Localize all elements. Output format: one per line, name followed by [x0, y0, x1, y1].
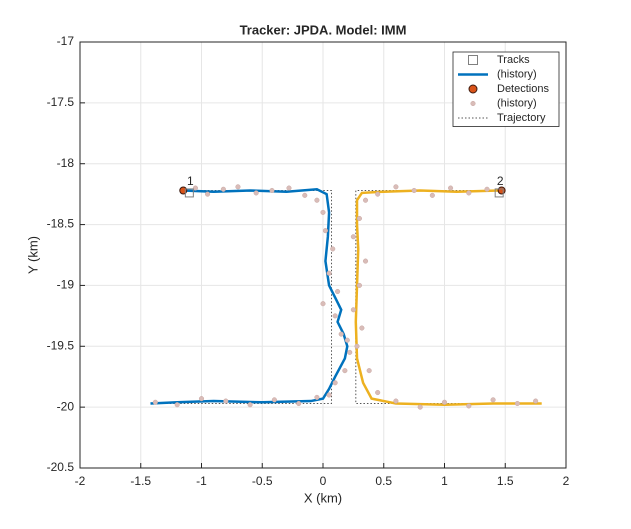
- detection-history: [253, 190, 259, 196]
- detection-history: [247, 402, 253, 408]
- detection-history: [466, 190, 472, 196]
- axes-box: [79, 41, 567, 469]
- detection-history: [314, 394, 320, 400]
- detection-history: [393, 184, 399, 190]
- detection-history: [269, 187, 275, 194]
- detection-history: [205, 191, 211, 197]
- detection-history: [174, 402, 180, 408]
- detection-history: [429, 192, 435, 198]
- x-tick-label: -1.5: [130, 474, 151, 488]
- detection-history: [220, 186, 226, 192]
- detection-history: [271, 397, 277, 403]
- detection-history: [152, 399, 158, 405]
- x-tick-label: 2: [563, 474, 570, 488]
- x-axis-label: X (km): [304, 490, 342, 505]
- legend-label: (history): [497, 68, 537, 80]
- track-marker: [494, 188, 504, 198]
- legend-symbol: [470, 100, 476, 107]
- x-tick-label: 1: [441, 474, 448, 488]
- detection-history: [302, 192, 308, 198]
- detection-history: [362, 197, 369, 203]
- detection-history: [362, 258, 369, 264]
- legend-label: Tracks: [497, 54, 530, 66]
- detection-history: [332, 313, 338, 319]
- detection-history: [198, 396, 205, 402]
- legend-symbol: [468, 84, 478, 94]
- detection-history: [366, 368, 372, 374]
- detection-history: [320, 209, 326, 215]
- y-tick-label: -17: [57, 34, 75, 48]
- detection-history: [320, 301, 326, 307]
- detection-history: [375, 191, 381, 197]
- y-tick-label: -17.5: [47, 95, 75, 109]
- detection-history: [356, 282, 363, 288]
- track-history-line: [150, 188, 349, 405]
- detection-history: [484, 186, 490, 192]
- x-tick-label: 0: [320, 474, 327, 488]
- detection-history: [344, 337, 350, 343]
- y-tick-label: -18: [57, 156, 75, 170]
- detection-history: [375, 389, 381, 396]
- detection-history: [192, 185, 198, 191]
- detection-history: [441, 399, 448, 405]
- track-marker: [184, 188, 194, 198]
- x-tick-label: 0.5: [375, 474, 392, 488]
- detection-history: [514, 400, 520, 407]
- detection-history: [286, 185, 292, 191]
- x-tick-label: 1.5: [497, 474, 514, 488]
- y-tick-label: -19.5: [47, 338, 75, 352]
- y-tick-label: -20.5: [47, 460, 75, 474]
- detection-history: [335, 288, 341, 295]
- legend-label: (history): [497, 97, 537, 109]
- legend-symbol: [468, 55, 478, 65]
- detection-history: [533, 398, 539, 404]
- detection-history: [359, 325, 365, 331]
- chart-title: Tracker: JPDA. Model: IMM: [240, 22, 407, 37]
- detection-history: [417, 404, 423, 410]
- detection-history: [356, 215, 363, 222]
- x-tick-label: -2: [75, 474, 86, 488]
- detection-history: [296, 400, 302, 407]
- y-tick-label: -18.5: [47, 217, 75, 231]
- detection-history: [235, 184, 241, 190]
- detection-history: [347, 349, 353, 355]
- x-tick-label: -0.5: [252, 474, 273, 488]
- detection-history: [314, 197, 320, 203]
- detection-history: [342, 368, 348, 374]
- legend-label: Detections: [497, 83, 549, 95]
- y-tick-label: -20: [57, 399, 75, 413]
- detection-history: [326, 392, 332, 398]
- detection-history: [393, 398, 399, 404]
- detection-history: [338, 331, 344, 337]
- detection-history: [448, 185, 454, 191]
- x-tick-label: -1: [196, 474, 207, 488]
- detection-history: [466, 403, 472, 409]
- detection-history: [322, 228, 328, 234]
- y-axis-label: Y (km): [25, 236, 40, 274]
- detection-history: [332, 380, 338, 386]
- detection-history: [350, 234, 356, 240]
- detection-history: [411, 187, 417, 194]
- detection-history: [223, 398, 229, 404]
- detection-history: [354, 343, 360, 349]
- y-tick-label: -19: [57, 278, 75, 292]
- track-label: 2: [497, 174, 504, 188]
- detection-history: [330, 246, 336, 252]
- track-label: 1: [187, 174, 194, 188]
- detection-history: [350, 307, 356, 313]
- detection-history: [326, 270, 332, 276]
- detection-history: [490, 397, 496, 403]
- legend-label: Trajectory: [497, 112, 546, 124]
